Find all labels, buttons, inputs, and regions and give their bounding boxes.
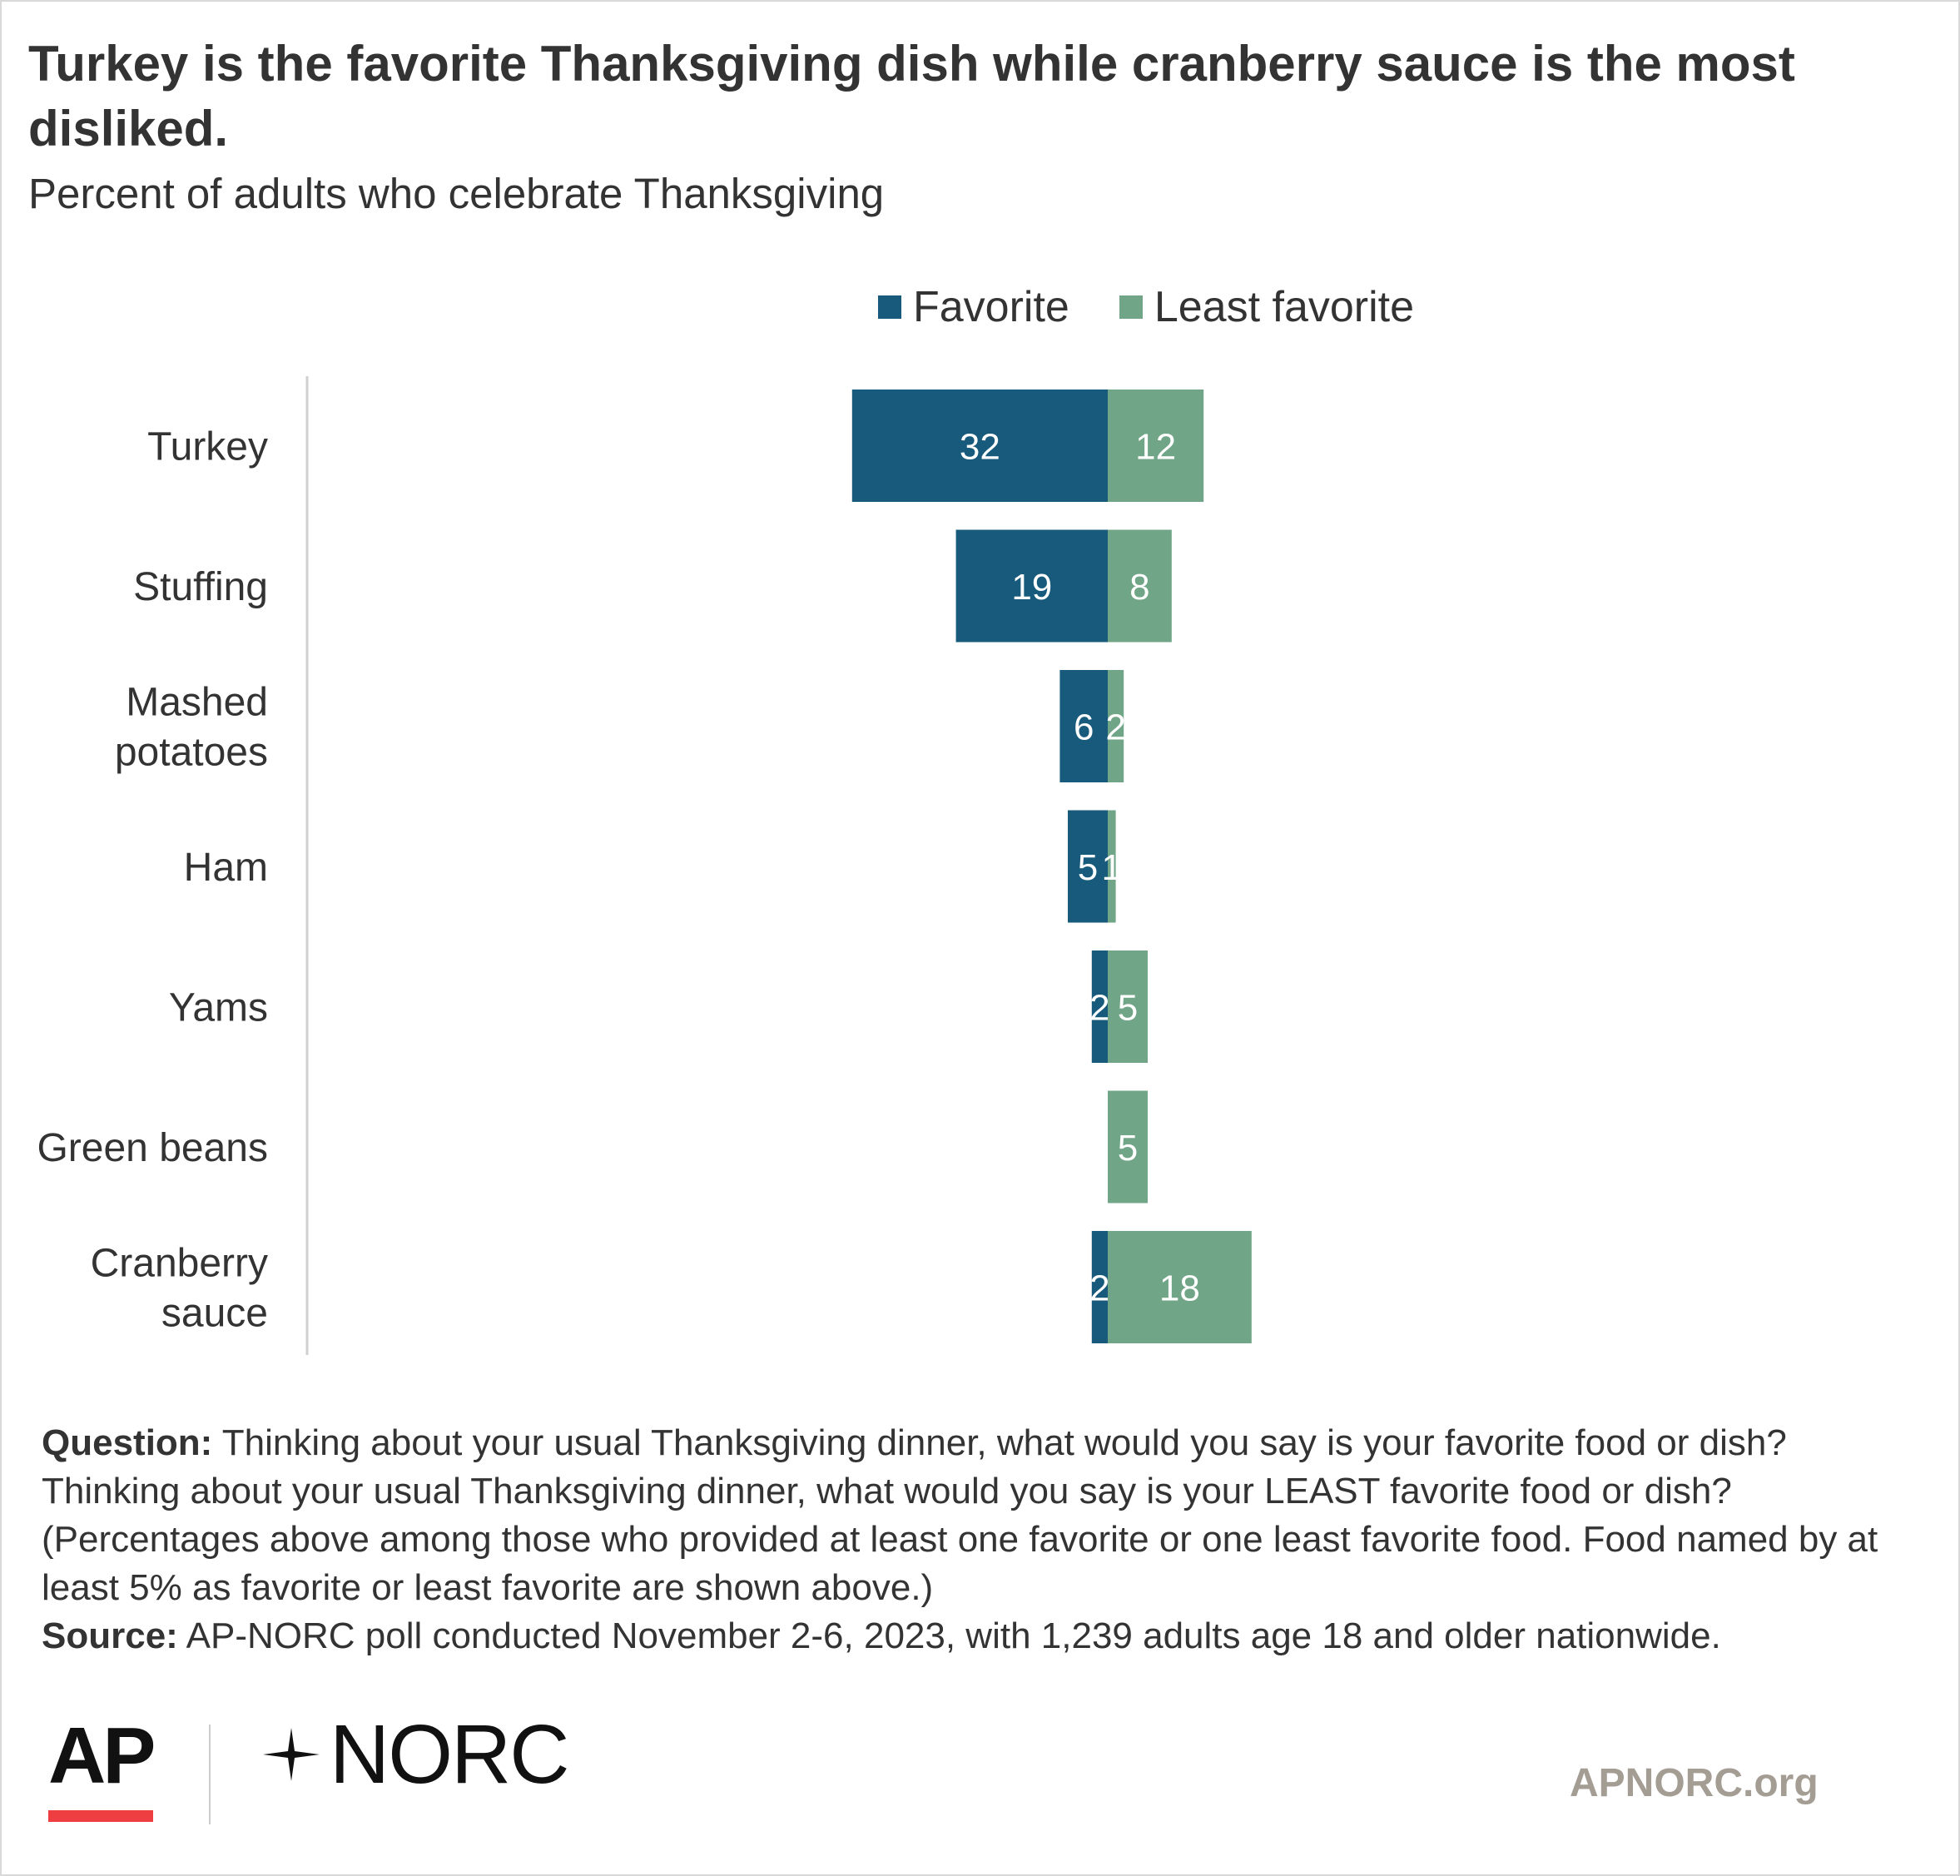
category-label: Yams (169, 986, 268, 1030)
data-label-least-favorite: 12 (1135, 427, 1176, 468)
category-label: Ham (184, 846, 268, 890)
source-label: Source: (42, 1615, 178, 1656)
chart-legend: Favorite Least favorite (878, 279, 1464, 335)
category-label: Cranberry (91, 1242, 268, 1286)
data-label-favorite: 2 (1089, 988, 1109, 1029)
question-label: Question: (42, 1422, 213, 1463)
data-label-least-favorite: 5 (1118, 1128, 1138, 1169)
bar-least-favorite (1108, 950, 1148, 1063)
legend-swatch-favorite (878, 295, 901, 319)
source-note: Source: AP-NORC poll conducted November … (42, 1612, 1931, 1660)
category-label: Stuffing (133, 565, 268, 609)
bar-least-favorite (1108, 670, 1124, 782)
chart-notes: Question: Thinking about your usual Than… (42, 1419, 1931, 1660)
source-text: AP-NORC poll conducted November 2-6, 202… (177, 1615, 1721, 1656)
data-label-least-favorite: 5 (1118, 988, 1138, 1029)
logo-divider (209, 1725, 211, 1824)
bar-least-favorite (1108, 1090, 1148, 1204)
bar-least-favorite (1108, 810, 1116, 923)
bar-favorite (955, 529, 1108, 643)
data-label-favorite: 2 (1089, 1268, 1109, 1309)
legend-label-favorite: Favorite (913, 283, 1069, 331)
category-label: sauce (161, 1292, 268, 1336)
bar-least-favorite (1108, 1231, 1252, 1343)
legend-label-least-favorite: Least favorite (1154, 283, 1415, 331)
ap-logo: AP (48, 1711, 156, 1800)
bar-least-favorite (1108, 390, 1204, 502)
bar-favorite (1059, 670, 1108, 782)
norc-logo-text: NORC (330, 1708, 569, 1801)
bar-favorite (851, 390, 1108, 502)
category-label: Turkey (147, 425, 268, 469)
category-label: Mashed (126, 681, 268, 725)
chart-subtitle: Percent of adults who celebrate Thanksgi… (28, 170, 885, 217)
data-label-least-favorite: 2 (1105, 707, 1125, 748)
site-url: APNORC.org (1570, 1761, 1819, 1805)
norc-star-icon (263, 1728, 320, 1781)
category-label: potatoes (115, 731, 268, 775)
data-label-least-favorite: 1 (1102, 847, 1122, 888)
chart-title: Turkey is the favorite Thanksgiving dish… (28, 36, 1795, 156)
data-label-least-favorite: 8 (1129, 567, 1149, 608)
bar-favorite (1068, 810, 1108, 923)
bar-favorite (1091, 1231, 1108, 1343)
bar-favorite (1091, 950, 1108, 1063)
data-label-favorite: 19 (1011, 567, 1052, 608)
data-label-least-favorite: 18 (1159, 1268, 1200, 1309)
data-label-favorite: 5 (1078, 847, 1098, 888)
legend-item-favorite: Favorite (878, 282, 1069, 332)
data-label-favorite: 32 (960, 427, 1000, 468)
ap-logo-bar (48, 1810, 153, 1822)
question-note: Question: Thinking about your usual Than… (42, 1419, 1931, 1612)
category-label: Green beans (37, 1126, 268, 1170)
bar-least-favorite (1108, 529, 1172, 643)
question-text: Thinking about your usual Thanksgiving d… (42, 1422, 1878, 1608)
legend-item-least-favorite: Least favorite (1119, 282, 1414, 332)
norc-logo: NORC (258, 1708, 569, 1801)
data-label-favorite: 6 (1074, 707, 1094, 748)
legend-swatch-least-favorite (1119, 295, 1143, 319)
